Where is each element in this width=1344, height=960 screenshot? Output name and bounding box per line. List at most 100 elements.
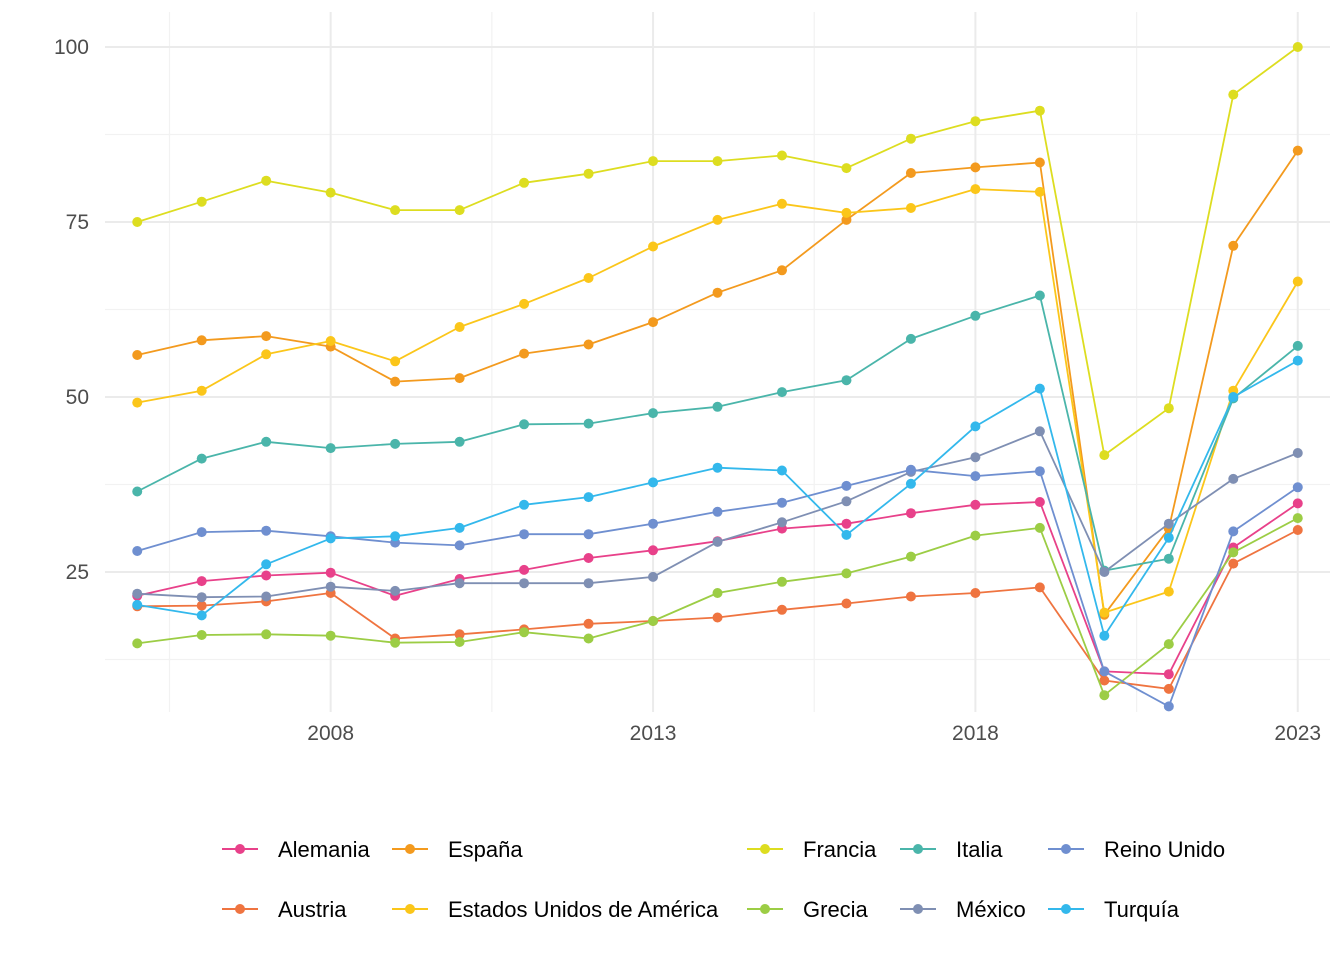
data-point [712,287,723,298]
data-point [905,333,916,344]
data-point [648,571,659,582]
data-point [583,273,594,283]
legend-key-point [235,904,245,914]
legend-key-point [405,904,415,914]
data-point [196,600,207,611]
data-point [1163,639,1174,650]
data-point [970,421,981,432]
data-point [1163,683,1174,694]
series-line [137,529,1299,690]
data-point [905,508,916,519]
data-point [132,546,143,556]
data-point [648,156,659,167]
data-point [583,492,594,503]
data-point [454,373,465,384]
series-grecia [132,513,1303,701]
data-point [519,578,530,589]
data-point [261,591,272,602]
legend-item: Francia [747,837,877,862]
axis-tick-labels: 25 50 75 100 2008 2013 2018 2023 [54,36,1321,745]
legend-item: Grecia [747,897,869,922]
data-point [519,298,530,309]
data-point [390,531,401,542]
data-point [1099,675,1110,686]
data-point [1099,666,1110,677]
legend-label: Grecia [803,897,869,922]
data-point [776,265,787,276]
data-point [519,499,530,510]
data-point [841,480,852,491]
series-line [136,46,1299,457]
data-point [1228,526,1239,537]
data-point [970,310,981,321]
legend-item: México [900,897,1026,922]
data-point [132,486,143,497]
data-point [712,214,723,225]
data-point [1163,518,1174,529]
legend-item: Italia [900,837,1003,862]
y-tick-label: 75 [66,211,89,234]
legend-item: España [392,837,523,862]
data-point [776,497,787,508]
data-point [712,401,723,412]
data-point [841,529,852,540]
data-point [970,162,981,173]
legend-item: Turquía [1048,897,1180,922]
data-point [1292,145,1303,156]
data-point [325,581,336,592]
legend-item: Austria [222,897,347,922]
data-point [1292,482,1303,493]
data-point [1034,497,1045,507]
data-point [325,443,336,454]
data-point [132,588,143,599]
data-point [196,630,207,640]
data-point [583,339,594,350]
data-point [1292,525,1303,535]
series-turquia [132,355,1303,641]
series-mexico [132,426,1303,603]
data-point [1034,105,1045,116]
data-point [325,533,336,544]
series-austria [132,525,1303,694]
data-point [261,175,272,186]
data-point [712,536,723,547]
data-point [132,638,143,649]
data-point [196,196,207,207]
legend-key-point [235,844,245,854]
data-point [454,637,465,647]
data-point [905,464,916,475]
legend-label: Reino Unido [1104,837,1225,862]
legend-item: Reino Unido [1048,837,1225,862]
legend-key-point [405,844,415,854]
data-point [519,529,530,540]
data-point [196,385,207,396]
data-point [1099,630,1110,641]
data-point [841,163,852,174]
data-point [454,540,465,551]
y-tick-label: 25 [66,561,89,584]
data-point [841,375,852,386]
data-point [970,588,981,598]
data-point [261,349,272,360]
data-point [261,525,272,536]
data-point [454,629,465,640]
data-point [1099,690,1110,701]
data-point [196,592,207,603]
legend-key-point [760,904,770,914]
legend-key-point [913,844,923,854]
data-point [196,527,207,538]
x-tick-label: 2023 [1274,722,1321,745]
data-point [970,530,981,541]
data-point [454,205,465,216]
y-tick-label: 100 [54,36,89,59]
x-tick-label: 2013 [630,722,677,745]
data-point [583,633,594,644]
data-point [648,408,659,419]
series-francia [132,42,1303,461]
data-point [970,184,981,195]
data-point [1228,240,1239,251]
y-tick-label: 50 [66,386,89,409]
data-point [196,610,207,621]
data-point [1034,290,1045,301]
data-point [905,478,916,489]
